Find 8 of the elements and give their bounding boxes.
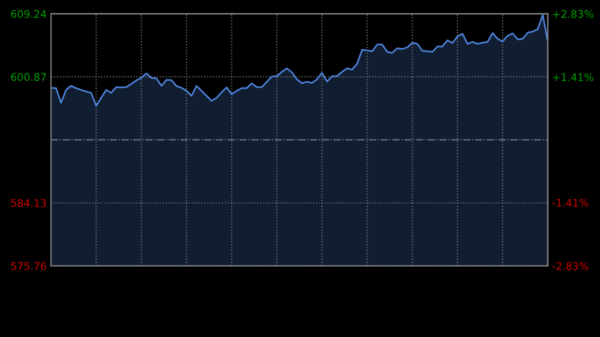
y2-tick-label: +1.41% <box>553 73 594 82</box>
y2-tick-label: -2.83% <box>552 262 588 270</box>
y-tick-label: 600.87 <box>11 73 46 81</box>
y2-tick-label: +2.83% <box>553 10 594 18</box>
y2-tick-label: -1.41% <box>552 198 588 207</box>
y-tick-label: 609.24 <box>11 10 46 18</box>
y-tick-label: 575.76 <box>11 262 46 270</box>
y-tick-label: 584.13 <box>11 199 46 207</box>
